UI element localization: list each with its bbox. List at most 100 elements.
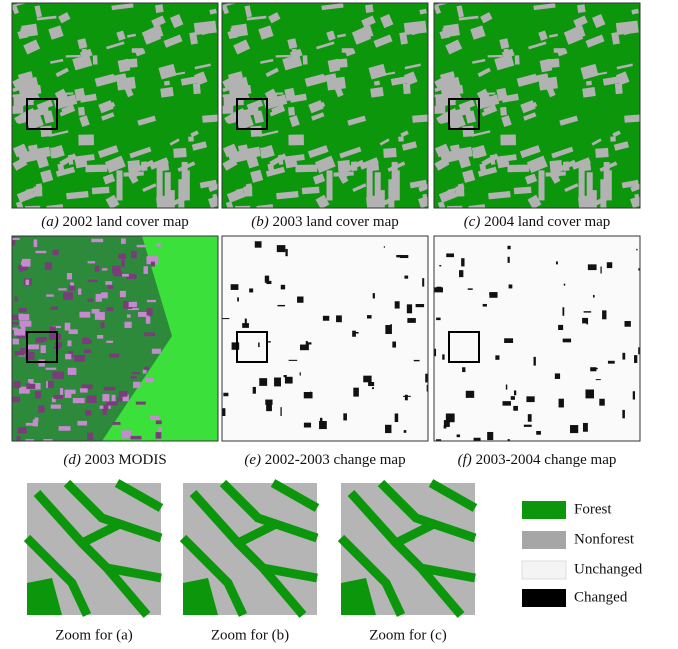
modis-pixel xyxy=(127,314,131,317)
nonforest-patch xyxy=(160,87,174,98)
map-panel xyxy=(222,2,430,226)
modis-pixel xyxy=(18,427,27,433)
nonforest-patch xyxy=(563,161,569,171)
panel-caption-text: 2002-2003 change map xyxy=(261,452,406,468)
changed-patch xyxy=(583,423,588,432)
modis-pixel xyxy=(122,274,129,277)
changed-patch xyxy=(404,430,407,433)
modis-pixel xyxy=(41,345,46,353)
legend-label: Nonforest xyxy=(574,531,635,547)
changed-patch xyxy=(422,278,424,286)
changed-patch xyxy=(285,377,293,384)
changed-patch xyxy=(281,285,285,290)
changed-patch xyxy=(562,307,564,315)
modis-pixel xyxy=(144,332,155,336)
modis-pixel xyxy=(60,388,63,395)
changed-patch xyxy=(536,431,541,435)
modis-pixel xyxy=(25,280,29,285)
changed-patch xyxy=(395,413,398,422)
changed-patch xyxy=(599,399,604,406)
modis-pixel xyxy=(12,240,15,245)
changed-patch xyxy=(223,393,228,396)
changed-patch xyxy=(495,355,499,359)
unchanged-area xyxy=(222,236,428,441)
nonforest-patch xyxy=(375,172,381,202)
modis-pixel xyxy=(26,384,35,389)
modis-pixel xyxy=(92,309,100,314)
changed-patch xyxy=(436,439,441,444)
nonforest-patch xyxy=(276,55,291,58)
modis-pixel xyxy=(147,300,156,302)
modis-pixel xyxy=(78,288,81,294)
panel-caption-text: 2004 land cover map xyxy=(480,214,610,230)
modis-pixel xyxy=(102,268,107,270)
nonforest-patch xyxy=(610,136,616,141)
panel-caption: (c) 2004 land cover map xyxy=(464,214,611,230)
modis-pixel xyxy=(19,308,27,312)
changed-patch xyxy=(633,391,635,399)
figure: (a) 2002 land cover map(b) 2003 land cov… xyxy=(0,0,678,649)
modis-pixel xyxy=(35,391,41,398)
modis-pixel xyxy=(13,397,20,403)
changed-patch xyxy=(555,373,560,379)
nonforest-patch xyxy=(447,206,462,217)
changed-patch xyxy=(266,404,272,411)
modis-pixel xyxy=(84,350,91,353)
modis-pixel xyxy=(112,422,120,425)
changed-patch xyxy=(570,425,578,433)
modis-pixel xyxy=(69,329,78,334)
changed-patch xyxy=(600,266,601,273)
map-panel xyxy=(222,236,434,450)
changed-patch xyxy=(582,318,588,323)
modis-pixel xyxy=(85,410,91,416)
changed-patch xyxy=(461,258,464,266)
changed-patch xyxy=(563,339,571,343)
nonforest-patch xyxy=(93,55,98,64)
modis-pixel xyxy=(121,260,124,267)
nonforest-patch xyxy=(303,55,308,64)
changed-patch xyxy=(450,414,452,418)
nonforest-patch xyxy=(288,107,295,116)
modis-pixel xyxy=(106,307,113,311)
changed-patch xyxy=(392,342,396,348)
modis-pixel xyxy=(100,315,104,320)
nonforest-patch xyxy=(36,183,43,189)
changed-patch xyxy=(622,410,625,418)
changed-patch xyxy=(222,408,225,416)
nonforest-patch xyxy=(165,172,171,202)
panel-label: (e) xyxy=(244,452,261,468)
modis-pixel xyxy=(53,395,63,399)
changed-patch xyxy=(511,396,515,400)
changed-patch xyxy=(242,323,249,328)
changed-patch xyxy=(504,338,513,343)
map-content xyxy=(222,236,434,450)
changed-patch xyxy=(297,297,303,303)
map-content xyxy=(222,2,430,226)
changed-patch xyxy=(395,301,400,308)
modis-pixel xyxy=(87,395,97,403)
changed-patch xyxy=(304,423,311,428)
nonforest-patch xyxy=(132,48,144,53)
modis-pixel xyxy=(95,266,100,272)
modis-pixel xyxy=(22,259,31,267)
zoom-panel xyxy=(27,483,161,615)
changed-patch xyxy=(558,325,563,330)
modis-pixel xyxy=(15,351,25,355)
nonforest-patch xyxy=(85,164,107,172)
nonforest-patch xyxy=(398,136,404,141)
nonforest-patch xyxy=(577,4,586,13)
modis-pixel xyxy=(132,372,140,374)
changed-patch xyxy=(466,391,474,398)
changed-patch xyxy=(524,425,532,427)
nonforest-patch xyxy=(25,206,40,217)
modis-pixel xyxy=(51,405,61,409)
nonforest-patch xyxy=(507,164,529,172)
legend-label: Changed xyxy=(574,589,628,605)
nonforest-patch xyxy=(157,167,163,197)
modis-pixel xyxy=(25,439,34,446)
nonforest-patch xyxy=(338,160,351,172)
modis-pixel xyxy=(27,344,38,349)
panel-caption: (e) 2002-2003 change map xyxy=(244,452,405,468)
nonforest-patch xyxy=(173,148,186,158)
panel-caption: (d) 2003 MODIS xyxy=(63,452,166,468)
